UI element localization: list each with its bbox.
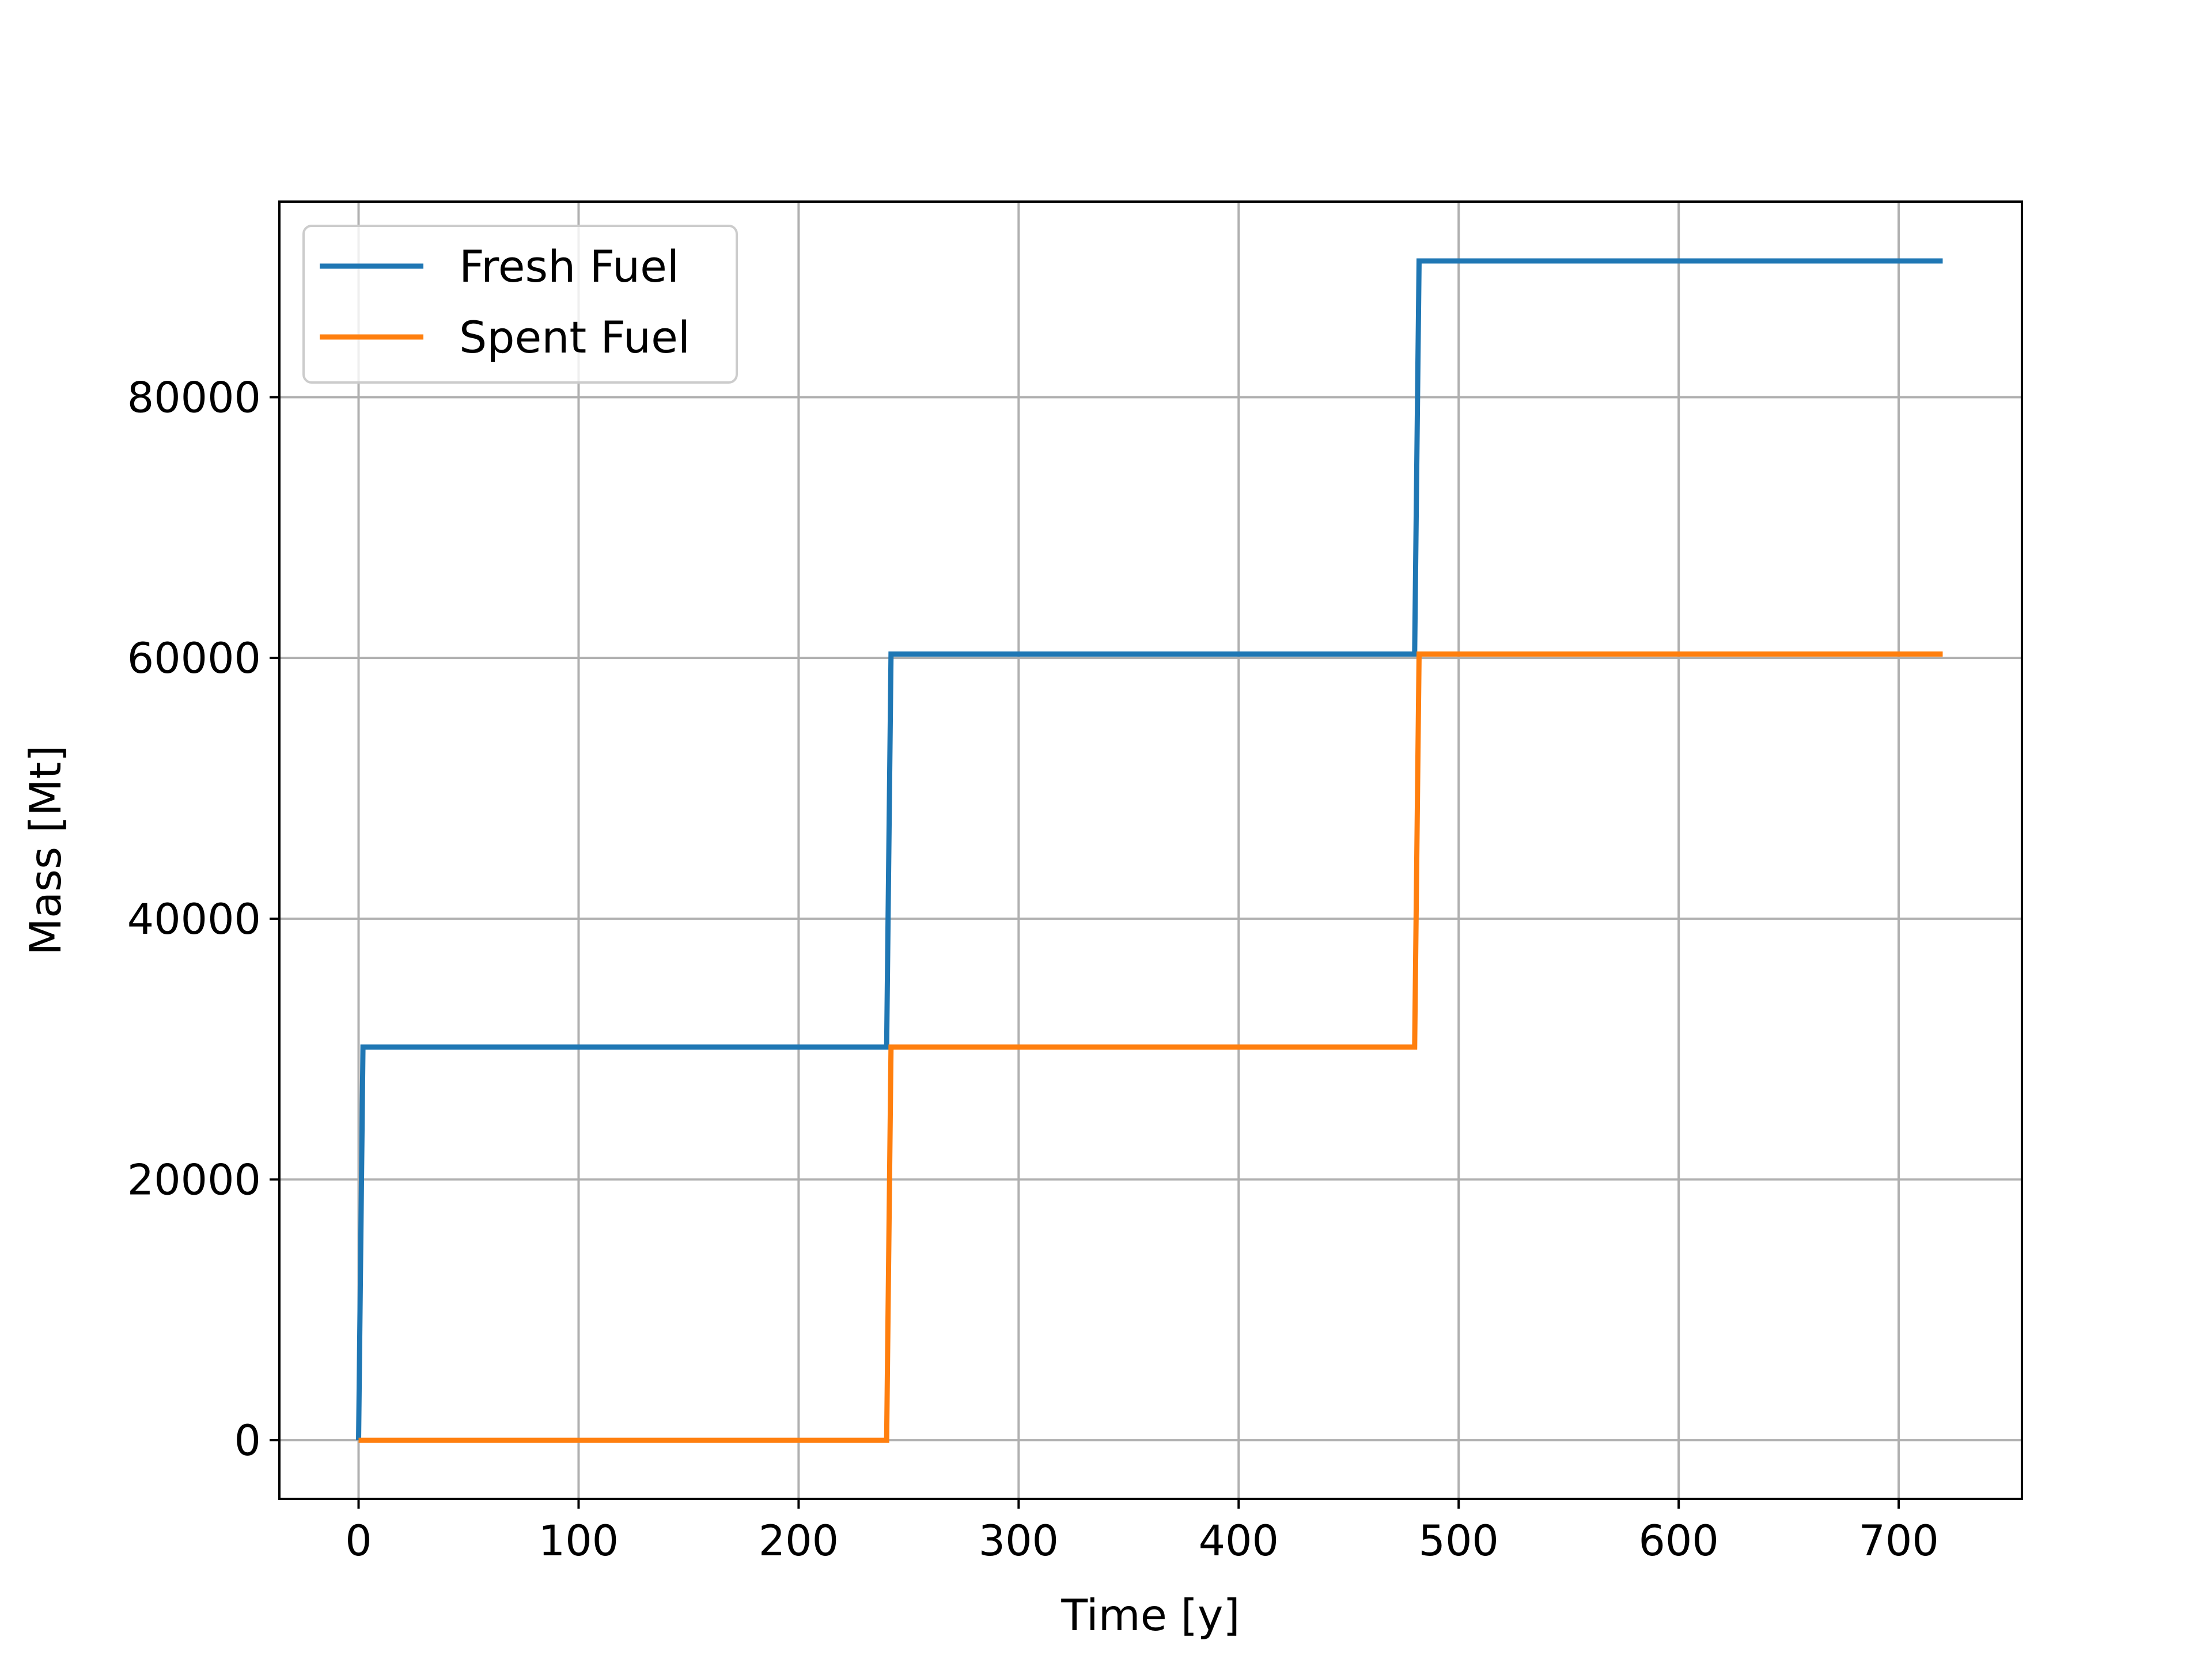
x-axis: 0 100 200 300 400 500 600 700: [345, 1499, 1939, 1566]
legend-label: Spent Fuel: [459, 312, 690, 363]
x-tick-label: 700: [1858, 1517, 1938, 1566]
x-tick-label: 300: [979, 1517, 1059, 1566]
x-tick-label: 0: [345, 1517, 372, 1566]
x-tick-label: 100: [539, 1517, 619, 1566]
series-line-fresh-fuel: [356, 258, 1943, 1441]
y-tick-label: 20000: [127, 1156, 261, 1205]
y-tick-label: 60000: [127, 634, 261, 683]
y-tick-label: 0: [234, 1416, 261, 1465]
y-tick-label: 40000: [127, 895, 261, 944]
legend: Fresh Fuel Spent Fuel: [302, 225, 738, 384]
plot-frame: [278, 200, 2023, 1500]
y-axis-title: Mass [Mt]: [20, 745, 71, 955]
x-axis-title: Time [y]: [1060, 1590, 1240, 1641]
x-tick-label: 400: [1199, 1517, 1279, 1566]
legend-label: Fresh Fuel: [459, 241, 679, 292]
y-tick-label: 80000: [127, 373, 261, 422]
series-layer: [356, 258, 1943, 1443]
x-tick-label: 500: [1419, 1517, 1499, 1566]
series-line-spent-fuel: [358, 651, 1943, 1443]
x-tick-label: 600: [1638, 1517, 1718, 1566]
y-axis: 0 20000 40000 60000 80000: [127, 373, 279, 1465]
x-tick-label: 200: [759, 1517, 839, 1566]
